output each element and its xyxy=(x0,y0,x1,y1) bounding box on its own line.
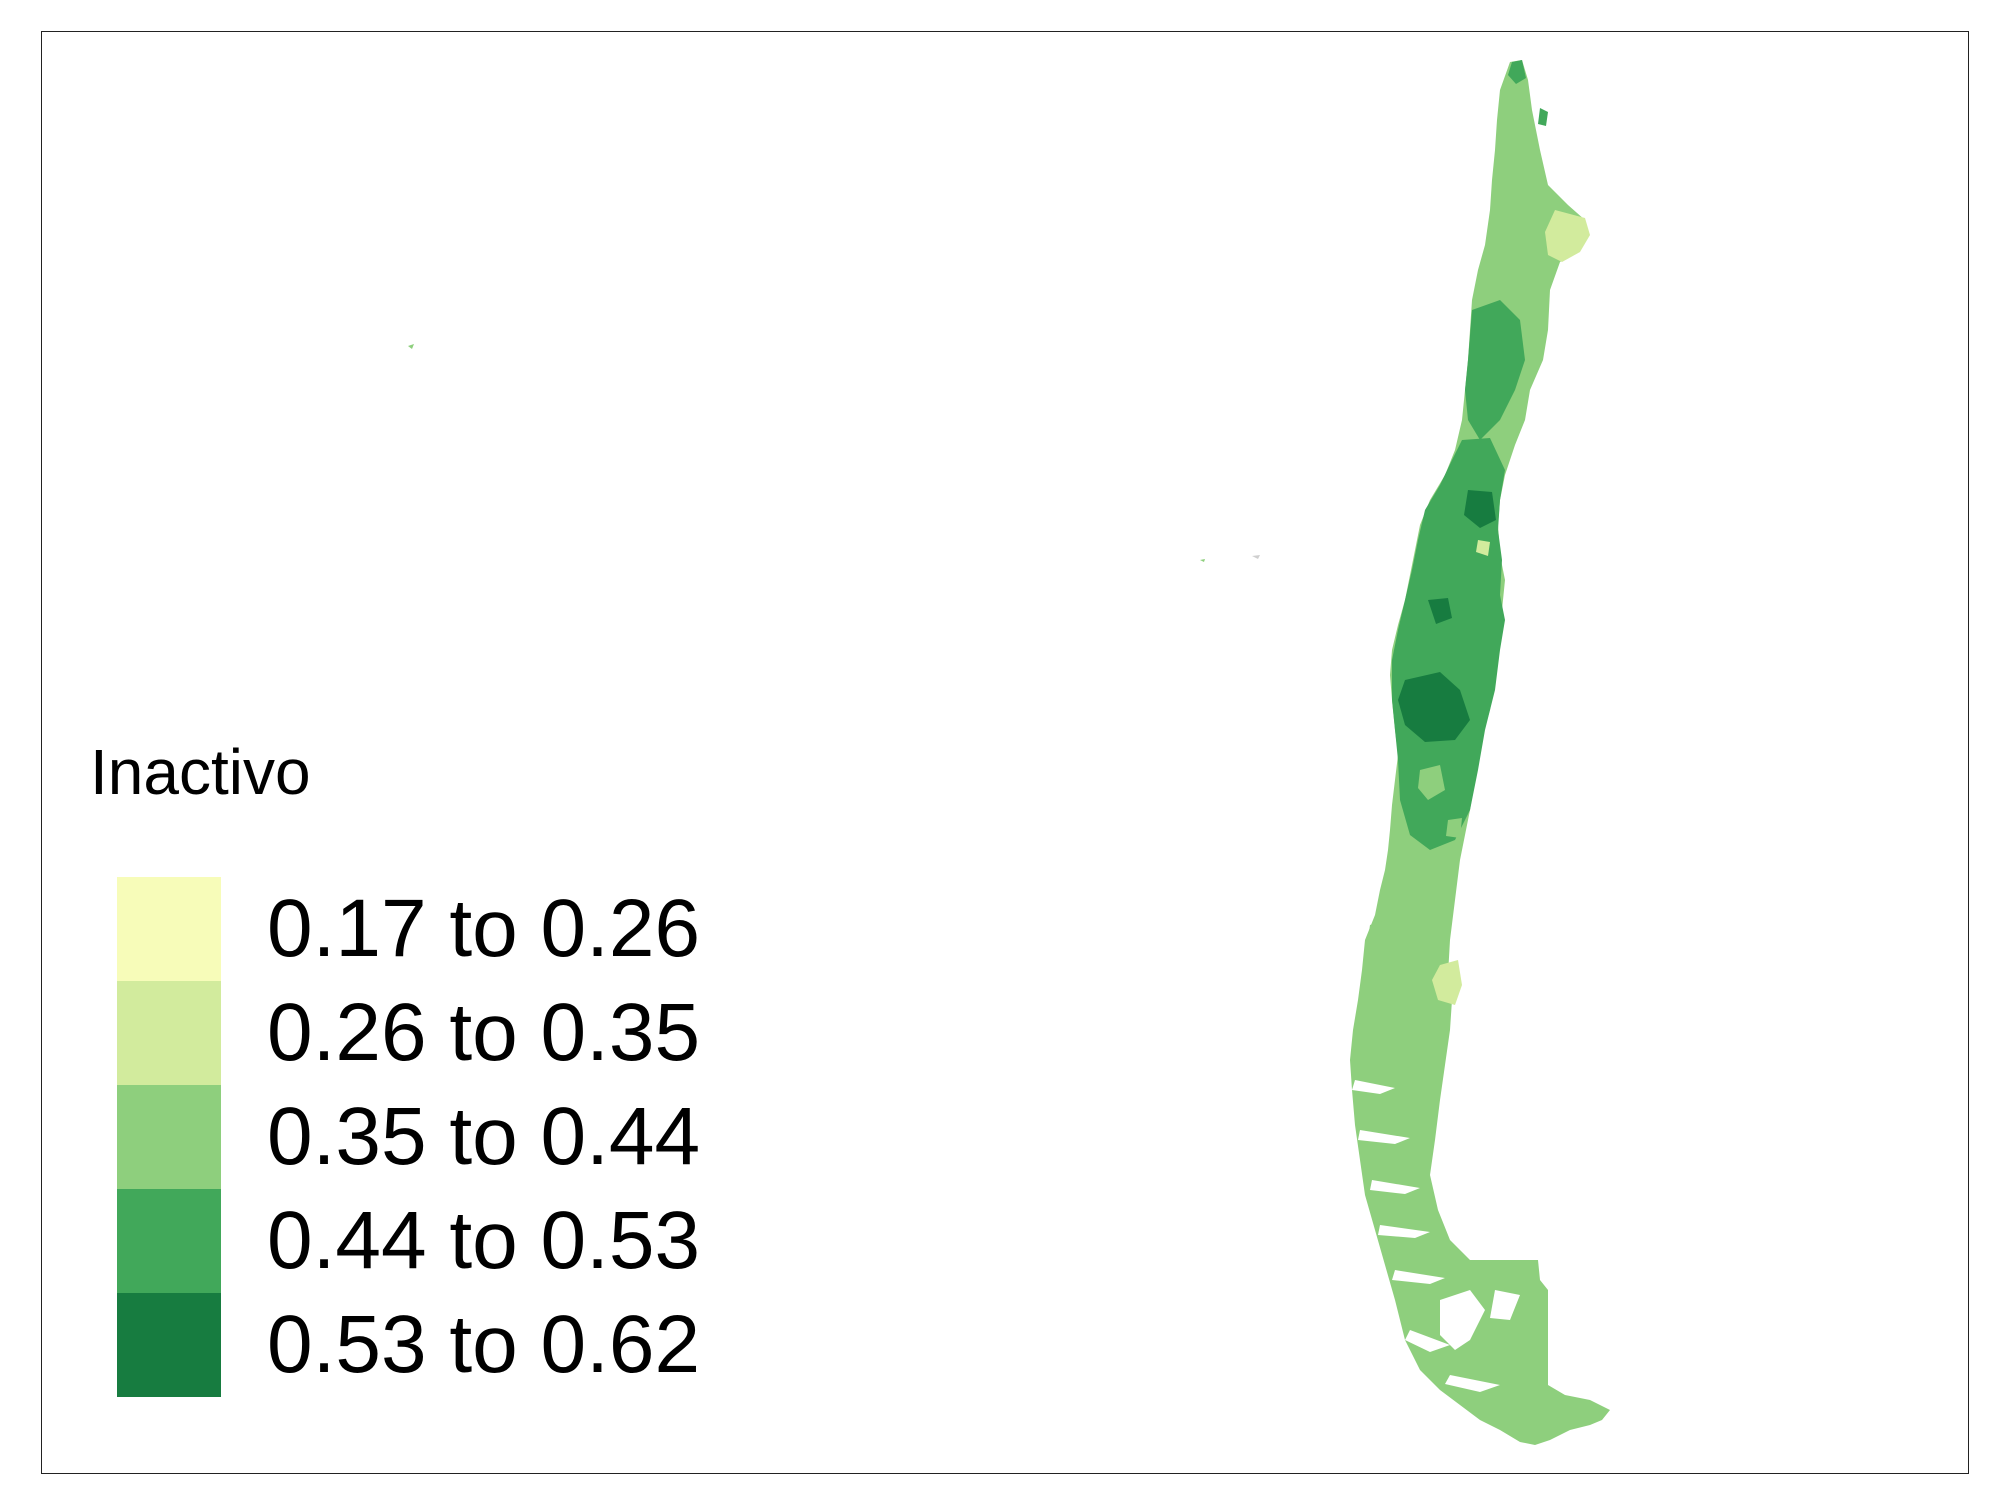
legend: 0.17 to 0.26 0.26 to 0.35 0.35 to 0.44 0… xyxy=(117,877,817,1397)
legend-label: 0.26 to 0.35 xyxy=(267,987,701,1078)
region-central-darkest-2 xyxy=(1398,672,1470,742)
legend-swatch xyxy=(117,1189,221,1293)
region-central-a xyxy=(1465,300,1525,440)
region-north-light xyxy=(1545,210,1590,262)
legend-item: 0.35 to 0.44 xyxy=(117,1085,817,1189)
southern-fjords xyxy=(1352,1080,1520,1392)
legend-label: 0.17 to 0.26 xyxy=(267,883,701,974)
legend-swatch xyxy=(117,981,221,1085)
legend-label: 0.44 to 0.53 xyxy=(267,1195,701,1286)
island-mid-1 xyxy=(1200,559,1205,562)
island-mid-2 xyxy=(1252,555,1260,559)
legend-title: Inactivo xyxy=(90,736,311,808)
region-central-b xyxy=(1392,438,1505,850)
region-mainland xyxy=(1350,60,1610,1445)
legend-item: 0.26 to 0.35 xyxy=(117,981,817,1085)
legend-item: 0.53 to 0.62 xyxy=(117,1293,817,1397)
region-central-light-3 xyxy=(1446,818,1462,838)
region-north-dark-1 xyxy=(1508,60,1526,84)
region-central-light-1 xyxy=(1476,540,1490,556)
map-frame xyxy=(41,31,1969,1474)
region-central-darkest-3 xyxy=(1428,598,1452,624)
region-chiloe xyxy=(1365,920,1390,990)
region-central-darkest-1 xyxy=(1464,490,1496,528)
legend-label: 0.35 to 0.44 xyxy=(267,1091,701,1182)
chile-map xyxy=(408,60,1610,1445)
island-far-west xyxy=(408,344,414,349)
legend-label: 0.53 to 0.62 xyxy=(267,1299,701,1390)
region-north-dark-2 xyxy=(1538,108,1548,126)
legend-swatch xyxy=(117,1293,221,1397)
legend-item: 0.17 to 0.26 xyxy=(117,877,817,981)
region-central-light-2 xyxy=(1418,765,1445,800)
region-south-light xyxy=(1432,960,1462,1005)
legend-item: 0.44 to 0.53 xyxy=(117,1189,817,1293)
legend-swatch xyxy=(117,877,221,981)
legend-swatch xyxy=(117,1085,221,1189)
